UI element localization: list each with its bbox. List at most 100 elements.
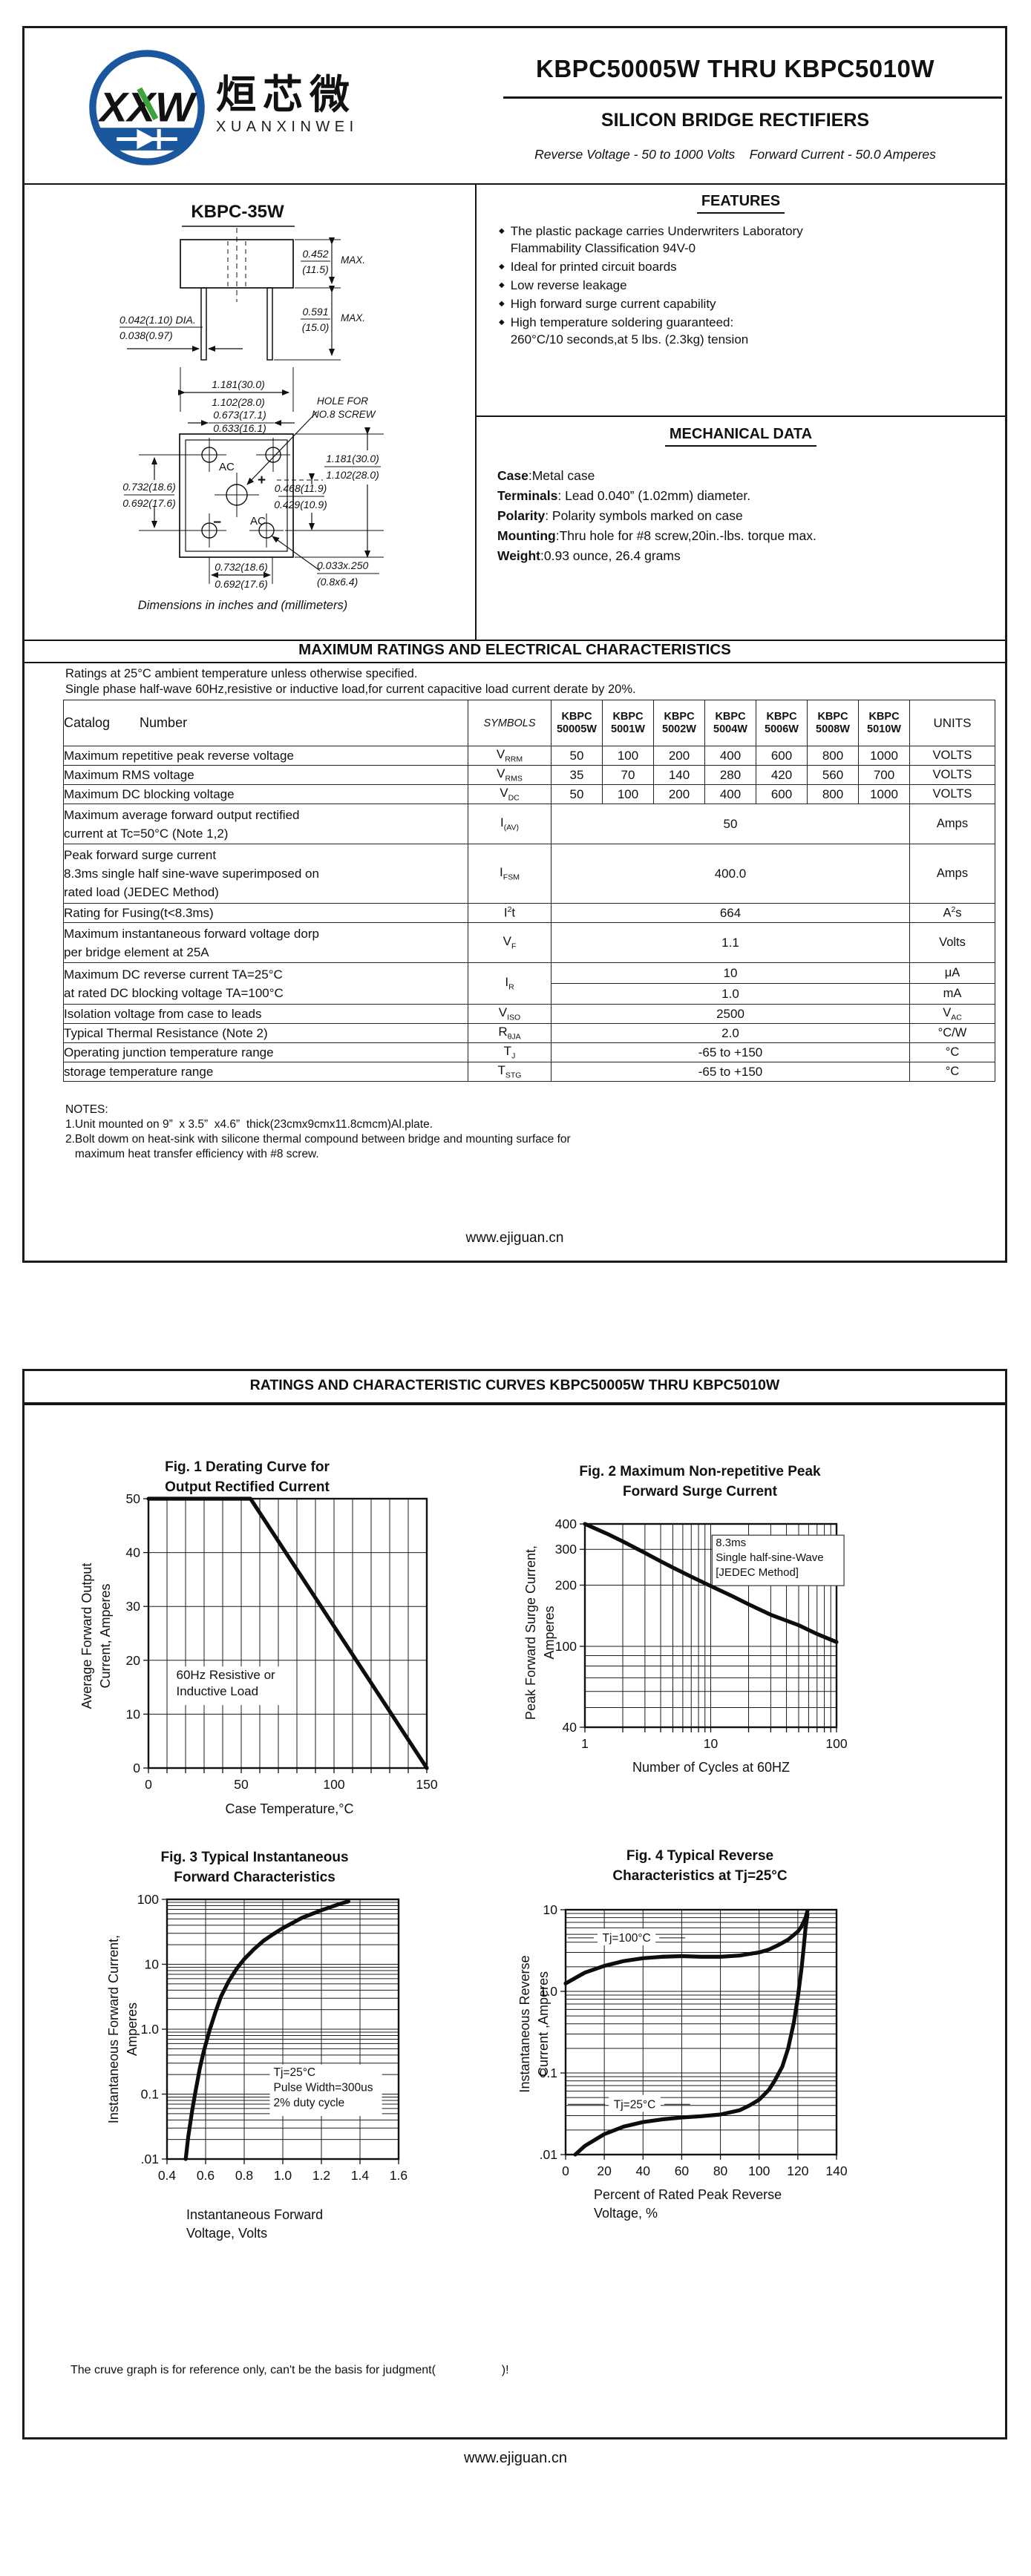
table-row: Maximum repetitive peak reverse voltage V… <box>63 746 995 766</box>
bottom-view <box>179 433 294 558</box>
svg-text:0.6: 0.6 <box>197 2168 215 2183</box>
annotation-box <box>172 1666 295 1706</box>
logo-green-stroke <box>137 87 159 121</box>
mechanical-title: MECHANICAL DATA <box>664 426 817 447</box>
plot-border <box>147 1497 428 1770</box>
curves-header-rule <box>24 1402 1005 1405</box>
curve-label: Tj=25°C <box>614 2098 656 2111</box>
mechanical-item: Case:Metal case <box>497 468 595 483</box>
curve-label: Tj=100°C <box>603 1932 651 1945</box>
annotation-text: 2% duty cycle <box>274 2097 345 2109</box>
svg-text:0.692(17.6): 0.692(17.6) <box>122 497 176 509</box>
svg-text:0.1: 0.1 <box>141 2087 159 2102</box>
fig4-title: Fig. 4 Typical Reverse Characteristics a… <box>612 1848 788 1884</box>
table-row: Rating for Fusing(t<8.3ms) I2t 664 A2s <box>63 903 995 923</box>
ratings-table: Catalog Number SYMBOLS KBPC 50005W KBPC 5001W… <box>63 700 995 1082</box>
drawing-caption: Dimensions in inches and (millimeters) <box>138 599 347 612</box>
data-curves <box>183 1899 350 2161</box>
svg-text:(11.5): (11.5) <box>302 263 329 275</box>
annotation-text: [JEDEC Method] <box>716 1566 799 1579</box>
part-column-header: KBPC 5010W <box>858 700 910 746</box>
svg-text:+: + <box>258 473 266 488</box>
tick-labels: 0 50 100 150 0 10 20 30 40 50 <box>126 1491 438 1792</box>
svg-text:30: 30 <box>126 1599 141 1614</box>
gridlines <box>166 1899 399 2160</box>
bottom-view-labels: AC + − AC <box>213 461 266 530</box>
side-view <box>180 228 341 361</box>
diamond-bullet-icon: ◆ <box>499 281 505 289</box>
features-section: FEATURES ◆ The plastic package carries Un… <box>477 193 1005 349</box>
table-row: Operating junction temperature range TJ -6… <box>63 1042 995 1062</box>
svg-text:0.732(18.6): 0.732(18.6) <box>215 561 268 573</box>
svg-text:AC: AC <box>219 461 235 473</box>
table-header-row: Catalog Number SYMBOLS KBPC 50005W KBPC 5001W… <box>63 700 995 746</box>
fig4-chart: 0 20 40 60 80 100 120 140 .01 0.1 1.0 10 Tj=100°C Tj=… <box>540 1902 848 2178</box>
svg-text:MAX.: MAX. <box>341 312 365 323</box>
svg-text:0.033x.250: 0.033x.250 <box>317 559 368 571</box>
diamond-bullet-icon: ◆ <box>499 318 505 326</box>
svg-text:0.673(17.1): 0.673(17.1) <box>213 409 266 421</box>
svg-text:0: 0 <box>133 1761 140 1775</box>
part-column-header: KBPC 5002W <box>653 700 705 746</box>
svg-text:0.468(11.9): 0.468(11.9) <box>275 482 327 494</box>
fig3-chart: 0.4 0.6 0.8 1.0 1.2 1.4 1.6 .01 0.1 1.0 10 100 Tj=25… <box>137 1892 408 2183</box>
svg-text:0.8: 0.8 <box>235 2168 253 2183</box>
fig4-xlabel: Percent of Rated Peak Reverse Voltage, % <box>594 2187 782 2221</box>
mechanical-section: MECHANICAL DATA Case:Metal case Terminals… <box>477 426 1005 566</box>
page1-frame: XXW 烜芯微 XUANXINWEI KBPC50005W THRU KBPC5… <box>22 26 1007 1263</box>
curve-derating-curve <box>146 1496 429 1770</box>
voltage-current-tagline: Reverse Voltage - 50 to 1000 Volts Forwa… <box>534 147 936 162</box>
fig4-ylabel: Instantaneous Reverse Current ,Amperes <box>517 1955 551 2093</box>
features-title: FEATURES <box>696 193 785 214</box>
side-view-dims: 0.452 (11.5) MAX. 0.591 (15.0) MAX. 0.04… <box>120 248 365 352</box>
features-mechanical-divider <box>475 415 1005 417</box>
mechanical-item: Mounting:Thru hole for #8 screw,20in.-lb… <box>497 528 816 543</box>
svg-text:0.429(10.9): 0.429(10.9) <box>274 499 327 510</box>
package-name: KBPC-35W <box>191 202 284 222</box>
part-column-header: KBPC 5004W <box>704 700 756 746</box>
svg-text:AC: AC <box>250 515 266 528</box>
annotation-box <box>711 1534 845 1586</box>
feature-text: Low reverse leakage <box>510 278 627 292</box>
svg-text:80: 80 <box>713 2163 728 2178</box>
fig2-title: Fig. 2 Maximum Non-repetitive Peak Forwa… <box>579 1464 821 1499</box>
table-row: Peak forward surge current 8.3ms single h… <box>63 844 995 904</box>
part-column-header: KBPC 5008W <box>807 700 859 746</box>
svg-text:.01: .01 <box>540 2147 557 2162</box>
logo-wordmark: 烜芯微 XUANXINWEI <box>216 74 359 136</box>
logo-chinese-name: 烜芯微 <box>216 73 356 117</box>
svg-text:0.633(16.1): 0.633(16.1) <box>213 422 266 434</box>
svg-text:0.038(0.97): 0.038(0.97) <box>120 329 173 341</box>
mechanical-item: Polarity: Polarity symbols marked on cas… <box>497 508 743 523</box>
svg-text:0.1: 0.1 <box>540 2066 557 2080</box>
ratings-header: MAXIMUM RATINGS AND ELECTRICAL CHARACTER… <box>298 641 731 658</box>
annotation-box <box>269 2064 382 2116</box>
curves-header: RATINGS AND CHARACTERISTIC CURVES KBPC50… <box>249 1377 780 1393</box>
svg-text:1.4: 1.4 <box>351 2168 370 2183</box>
part-column-header: KBPC 5006W <box>756 700 808 746</box>
feature-item: ◆ Ideal for printed circuit boards <box>499 258 1005 275</box>
svg-text:100: 100 <box>825 1736 847 1751</box>
svg-text:MAX.: MAX. <box>341 254 365 266</box>
svg-text:300: 300 <box>555 1542 577 1557</box>
feature-text: High forward surge current capability <box>510 297 716 311</box>
table-row: Maximum average forward output rectified… <box>63 804 995 844</box>
column-divider <box>475 183 477 641</box>
feature-item: ◆ High temperature soldering guaranteed: 2… <box>499 314 1005 348</box>
table-row: storage temperature range TSTG -65 to +150… <box>63 1062 995 1082</box>
part-column-header: KBPC 5001W <box>602 700 654 746</box>
ratings-note-2: Single phase half-wave 60Hz,resistive or… <box>65 683 636 696</box>
note-line: NOTES: <box>65 1103 108 1116</box>
fig3-title: Fig. 3 Typical Instantaneous Forward Cha… <box>160 1850 349 1885</box>
fig1-title: Fig. 1 Derating Curve for Output Rectifi… <box>165 1459 330 1495</box>
page-subtitle: SILICON BRIDGE RECTIFIERS <box>600 110 870 131</box>
feature-item: ◆ The plastic package carries Underwriter… <box>499 223 1005 257</box>
diamond-bullet-icon: ◆ <box>499 300 505 308</box>
axis-ticks <box>560 1909 837 2160</box>
tick-labels: 1 10 100 40 100 200 300 400 <box>555 1517 848 1751</box>
curve-label-bg <box>609 2094 661 2112</box>
svg-text:1.2: 1.2 <box>312 2168 330 2183</box>
svg-text:1.0: 1.0 <box>540 1984 558 1999</box>
mechanical-list: Case:Metal case Terminals: Lead 0.040” (1… <box>497 466 1005 566</box>
